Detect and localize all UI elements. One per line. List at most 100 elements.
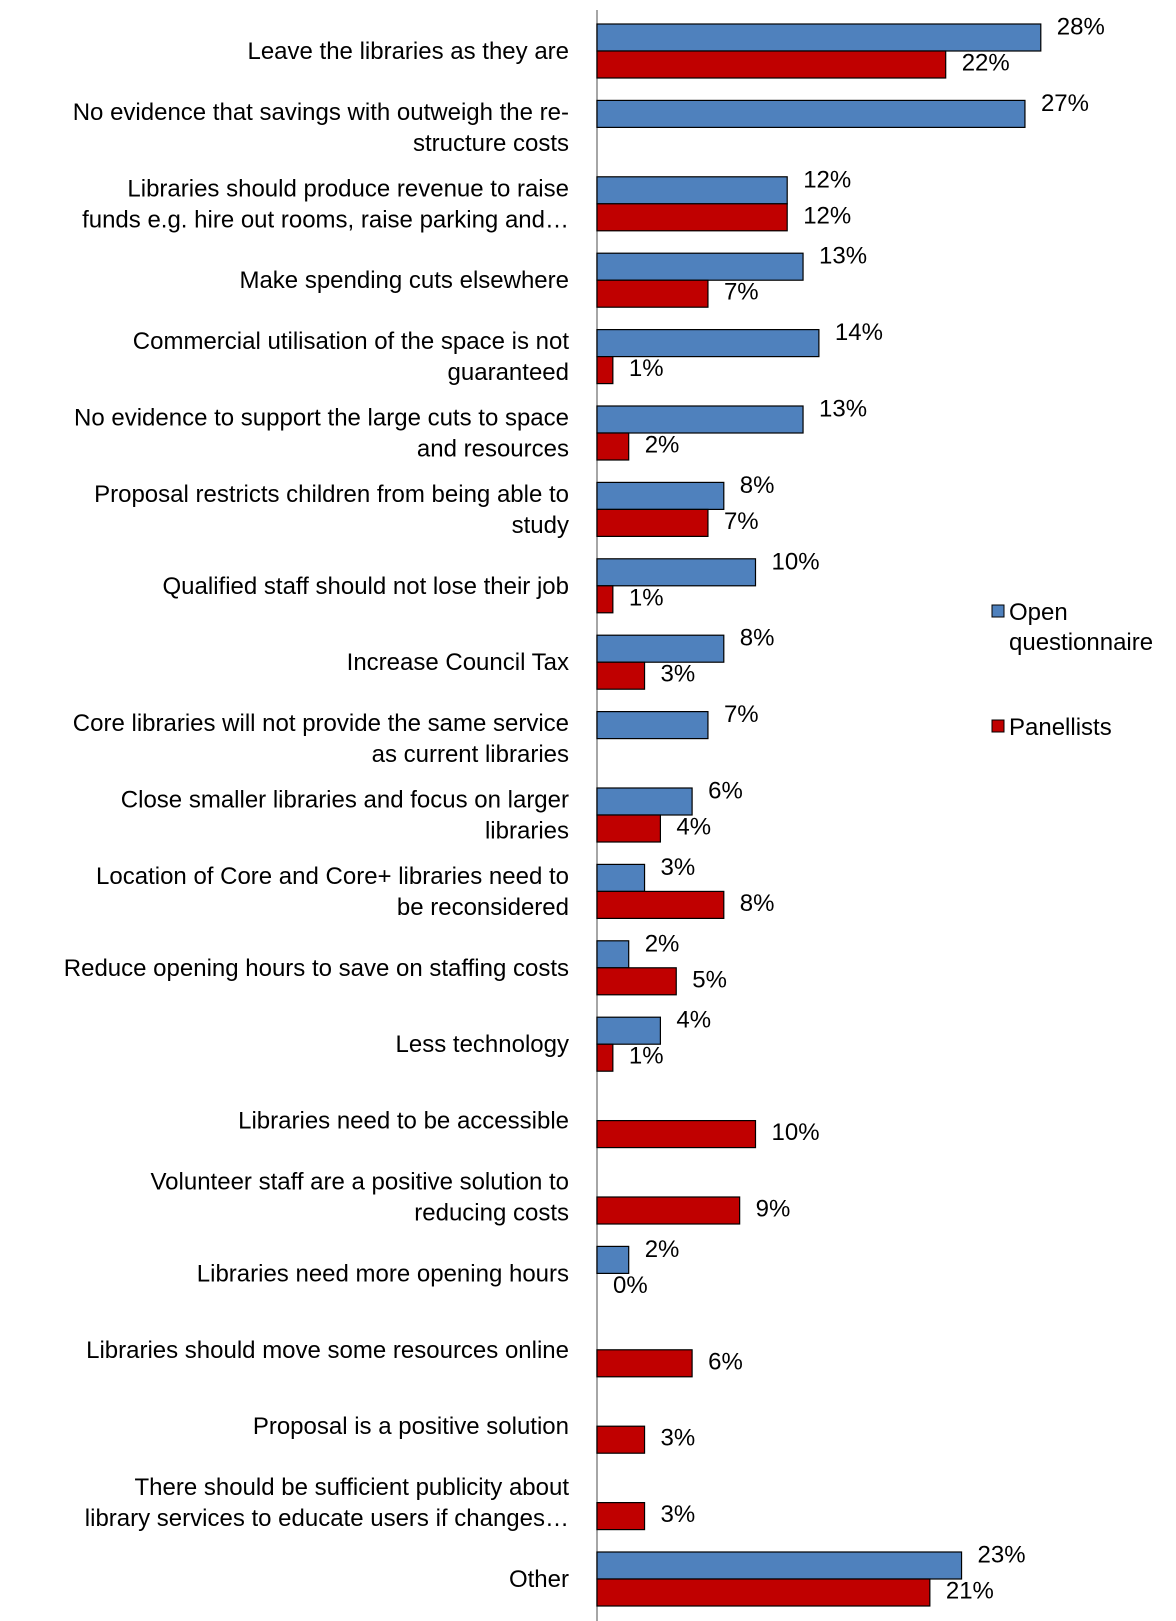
data-label: 7% (724, 701, 759, 728)
data-label: 10% (772, 548, 820, 575)
bar-open-questionnaire (596, 787, 693, 816)
bar-panellists (596, 1119, 757, 1149)
category-label: Commercial utilisation of the space is n… (133, 328, 570, 355)
data-label: 1% (629, 1043, 664, 1070)
data-label: 3% (661, 1425, 696, 1452)
data-label: 4% (676, 814, 711, 841)
bar-panellists (596, 890, 725, 920)
data-label: 5% (692, 966, 727, 993)
category-label: Make spending cuts elsewhere (239, 267, 569, 294)
legend: Open questionnaire Panellists (991, 599, 1153, 741)
category-label: There should be sufficient publicity abo… (135, 1474, 570, 1501)
category-label: No evidence that savings with outweigh t… (73, 99, 569, 126)
bar-open-questionnaire (596, 176, 788, 205)
category-label: Libraries need more opening hours (197, 1260, 569, 1287)
data-label: 13% (819, 396, 867, 423)
data-label: 3% (661, 1501, 696, 1528)
category-label: Core libraries will not provide the same… (73, 710, 569, 737)
category-label: Proposal is a positive solution (253, 1413, 569, 1440)
legend-label: Panellists (1009, 714, 1112, 741)
bar-panellists (596, 1043, 614, 1072)
category-label: and resources (417, 436, 569, 463)
data-label: 1% (629, 584, 664, 611)
bar-panellists (596, 1349, 693, 1378)
bar-open-questionnaire (596, 940, 630, 969)
data-label: 13% (819, 243, 867, 270)
bar-open-questionnaire (596, 863, 646, 893)
category-label: Qualified staff should not lose their jo… (163, 573, 569, 600)
category-label: Leave the libraries as they are (247, 38, 569, 65)
legend-swatch (991, 604, 1005, 618)
data-label: 3% (661, 661, 696, 688)
data-label: 4% (676, 1007, 711, 1034)
bar-panellists (596, 279, 709, 308)
data-label: 8% (740, 472, 775, 499)
data-label: 23% (978, 1542, 1026, 1569)
category-label: reducing costs (414, 1200, 569, 1227)
data-label: 8% (740, 890, 775, 917)
category-label: Location of Core and Core+ libraries nee… (96, 863, 569, 890)
bar-open-questionnaire (596, 405, 804, 434)
data-label: 10% (772, 1119, 820, 1146)
category-label: Increase Council Tax (347, 649, 569, 676)
bar-open-questionnaire (596, 23, 1042, 52)
bar-panellists (596, 814, 662, 843)
data-label: 7% (724, 508, 759, 535)
data-label: 2% (645, 432, 680, 459)
category-label: No evidence to support the large cuts to… (74, 405, 569, 432)
category-label: Proposal restricts children from being a… (94, 481, 569, 508)
bar-open-questionnaire (596, 1245, 630, 1275)
category-label: Close smaller libraries and focus on lar… (121, 787, 569, 814)
data-label: 6% (708, 778, 743, 805)
bar-panellists (596, 50, 947, 79)
legend-label: Open (1009, 599, 1068, 626)
bar-panellists (596, 1578, 931, 1607)
bar-open-questionnaire (596, 634, 725, 663)
data-label: 22% (962, 50, 1010, 77)
data-label: 6% (708, 1348, 743, 1375)
data-label: 21% (946, 1578, 994, 1605)
category-label: Other (509, 1566, 569, 1593)
category-label: libraries (485, 818, 569, 845)
bar-open-questionnaire (596, 481, 725, 510)
bar-panellists (596, 661, 646, 690)
data-label: 12% (803, 166, 851, 193)
data-label: 2% (645, 1236, 680, 1263)
bar-panellists (596, 432, 630, 461)
bar-open-questionnaire (596, 1551, 963, 1580)
category-label: structure costs (413, 130, 569, 157)
data-label: 2% (645, 930, 680, 957)
category-label: study (512, 512, 569, 539)
bar-panellists (596, 1425, 646, 1454)
data-label: 0% (613, 1272, 648, 1299)
bar-open-questionnaire (596, 1016, 662, 1045)
category-label: funds e.g. hire out rooms, raise parking… (82, 206, 569, 233)
bar-open-questionnaire (596, 558, 757, 587)
data-label: 14% (835, 319, 883, 346)
category-label: as current libraries (372, 741, 569, 768)
bar-open-questionnaire (596, 252, 804, 281)
data-label: 3% (661, 854, 696, 881)
bar-open-questionnaire (596, 710, 709, 740)
data-label: 1% (629, 355, 664, 382)
bar-panellists (596, 1196, 741, 1225)
bar-panellists (596, 967, 677, 996)
bar-panellists (596, 356, 614, 385)
category-label: Libraries should produce revenue to rais… (127, 175, 569, 202)
bar-panellists (596, 203, 788, 232)
category-label: Less technology (396, 1031, 569, 1058)
category-label: Libraries need to be accessible (238, 1108, 569, 1135)
bar-panellists (596, 585, 614, 614)
bar-open-questionnaire (596, 329, 820, 358)
data-label: 7% (724, 279, 759, 306)
data-label: 8% (740, 625, 775, 652)
bar-open-questionnaire (596, 99, 1026, 129)
legend-swatch (991, 719, 1005, 733)
legend-label: questionnaire (1009, 629, 1153, 656)
category-label: library services to educate users if cha… (85, 1505, 569, 1532)
category-label: be reconsidered (397, 894, 569, 921)
bar-panellists (596, 1501, 646, 1531)
data-label: 12% (803, 202, 851, 229)
bar-panellists (596, 508, 709, 537)
